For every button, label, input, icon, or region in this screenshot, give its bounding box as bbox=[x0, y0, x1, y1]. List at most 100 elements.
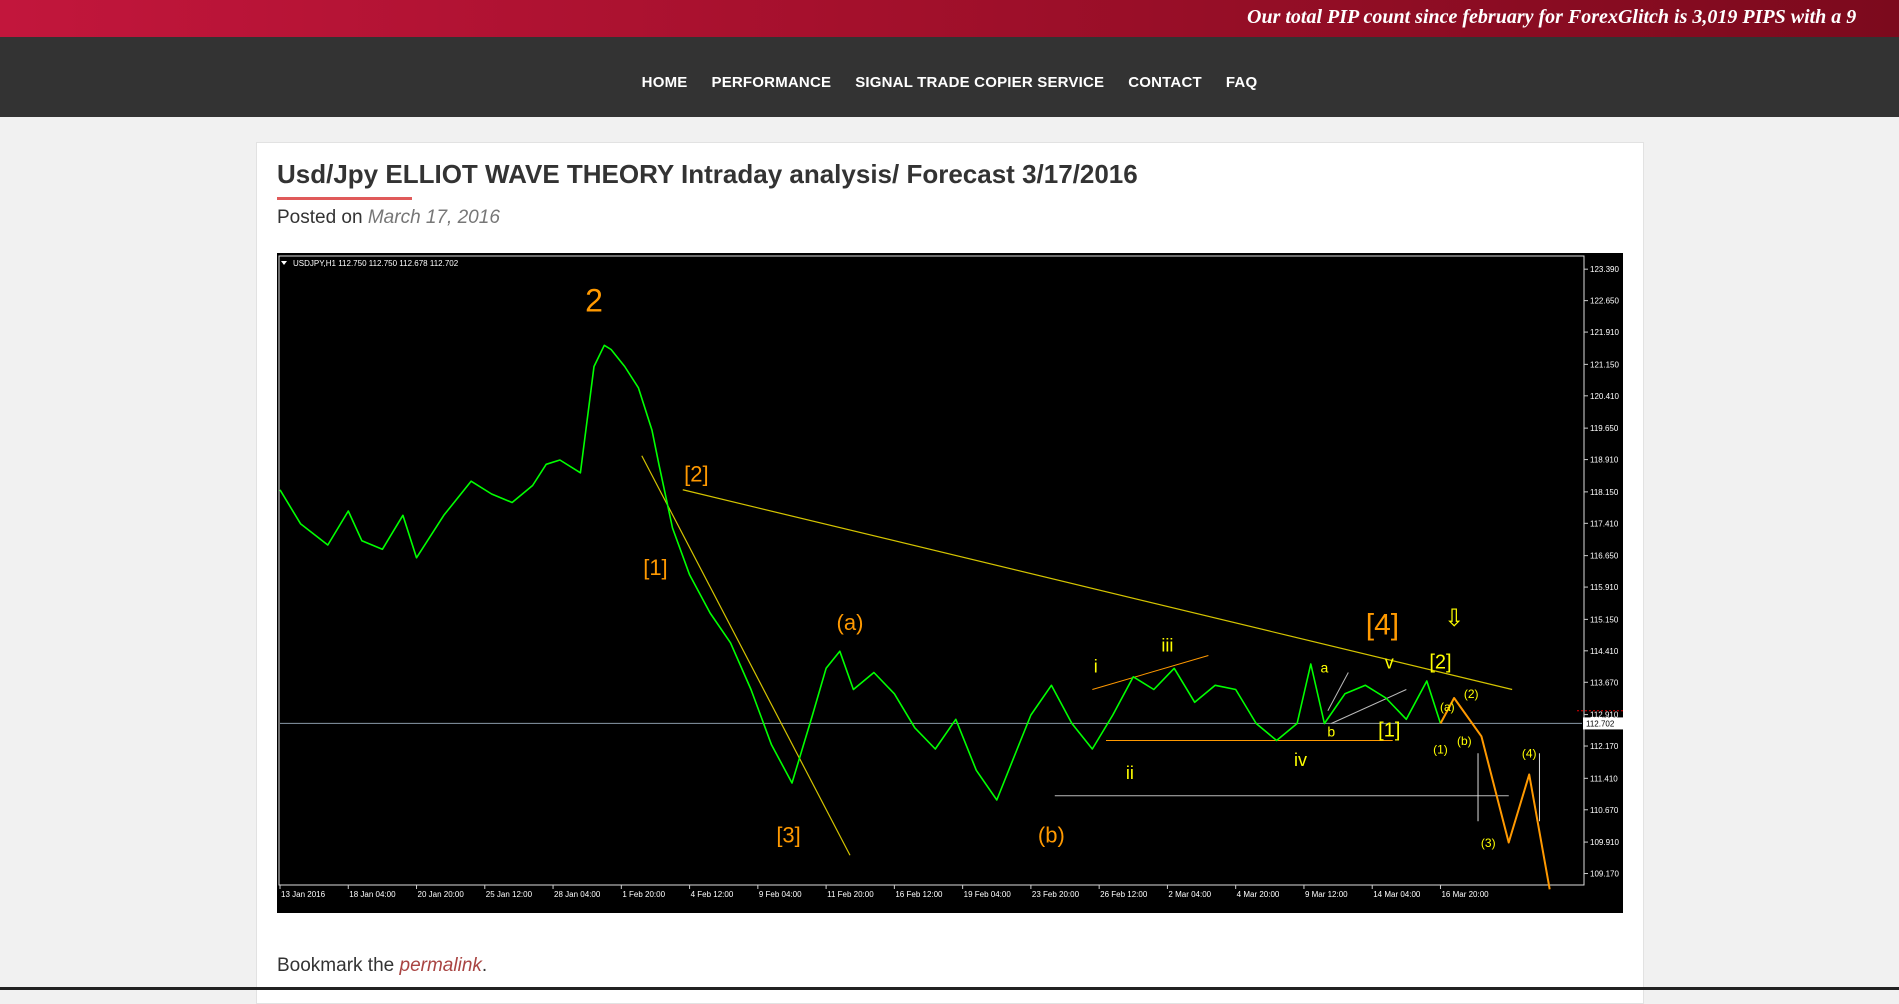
posted-on-label: Posted on bbox=[277, 207, 363, 228]
y-tick-label: 113.670 bbox=[1590, 678, 1619, 687]
y-tick-label: 119.650 bbox=[1590, 424, 1619, 433]
y-tick-label: 112.170 bbox=[1590, 742, 1619, 751]
projection-path bbox=[1439, 697, 1551, 890]
x-tick-label: 18 Jan 04:00 bbox=[349, 890, 396, 899]
forex-chart: USDJPY,H1 112.750 112.750 112.678 112.70… bbox=[277, 253, 1623, 913]
wave-label: (a) bbox=[837, 610, 864, 635]
x-tick-label: 9 Feb 04:00 bbox=[759, 890, 802, 899]
nav-performance[interactable]: PERFORMANCE bbox=[711, 74, 832, 91]
wave-label: 2 bbox=[585, 282, 603, 318]
y-tick-label: 122.650 bbox=[1590, 297, 1619, 306]
y-tick-label: 115.150 bbox=[1590, 615, 1619, 624]
chart-background bbox=[277, 253, 1623, 913]
post-meta: Posted on March 17, 2016 bbox=[277, 207, 500, 229]
last-price-label: 112.702 bbox=[1586, 719, 1615, 728]
x-tick-label: 16 Mar 20:00 bbox=[1441, 890, 1489, 899]
bookmark-suffix: . bbox=[481, 955, 488, 976]
wave-label: [1] bbox=[643, 555, 667, 580]
wave-label: [4] bbox=[1366, 608, 1399, 641]
main-navigation: HOME PERFORMANCE SIGNAL TRADE COPIER SER… bbox=[0, 37, 1899, 117]
chart-series bbox=[279, 344, 1551, 890]
wave-label: [1] bbox=[1378, 719, 1400, 741]
bookmark-prefix: Bookmark the bbox=[277, 955, 395, 976]
chart-drawings: 112.702 bbox=[280, 455, 1623, 856]
wave-label: (3) bbox=[1481, 836, 1496, 850]
nav-menu: HOME PERFORMANCE SIGNAL TRADE COPIER SER… bbox=[0, 37, 1899, 117]
post-article: Usd/Jpy ELLIOT WAVE THEORY Intraday anal… bbox=[256, 142, 1644, 1004]
wave-label: v bbox=[1385, 652, 1394, 672]
y-tick-label: 123.390 bbox=[1590, 265, 1619, 274]
post-date-link[interactable]: March 17, 2016 bbox=[367, 207, 500, 228]
x-tick-label: 9 Mar 12:00 bbox=[1305, 890, 1348, 899]
x-tick-label: 20 Jan 20:00 bbox=[418, 890, 465, 899]
announcement-ticker: Our total PIP count since february for F… bbox=[0, 0, 1899, 37]
wave-label: (4) bbox=[1522, 747, 1537, 761]
nav-contact[interactable]: CONTACT bbox=[1128, 74, 1202, 91]
wave-b-line bbox=[1331, 689, 1407, 724]
x-tick-label: 4 Mar 20:00 bbox=[1237, 890, 1280, 899]
wave-label: (b) bbox=[1038, 823, 1065, 848]
x-tick-label: 16 Feb 12:00 bbox=[895, 890, 943, 899]
x-tick-label: 14 Mar 04:00 bbox=[1373, 890, 1421, 899]
y-tick-label: 111.410 bbox=[1590, 774, 1618, 783]
plot-frame bbox=[278, 255, 1585, 886]
wave-label: (2) bbox=[1464, 687, 1479, 701]
x-tick-label: 23 Feb 20:00 bbox=[1032, 890, 1080, 899]
wave-labels: 2[2][1][3](a)(b)iiiiiiivvab[4][2][1](a)(… bbox=[585, 282, 1536, 850]
bookmark-line: Bookmark the permalink. bbox=[277, 955, 487, 977]
y-tick-label: 118.150 bbox=[1590, 488, 1619, 497]
y-tick-label: 117.410 bbox=[1590, 519, 1619, 528]
wave-label: [2] bbox=[684, 461, 708, 486]
wave-label: iii bbox=[1161, 635, 1173, 655]
forex-chart-image: USDJPY,H1 112.750 112.750 112.678 112.70… bbox=[277, 253, 1623, 913]
chart-symbol-header: USDJPY,H1 112.750 112.750 112.678 112.70… bbox=[293, 259, 459, 268]
wave-label: ii bbox=[1126, 763, 1134, 783]
y-tick-label: 121.150 bbox=[1590, 360, 1619, 369]
bottom-border bbox=[0, 987, 1899, 990]
x-tick-label: 2 Mar 04:00 bbox=[1168, 890, 1211, 899]
y-tick-label: 115.910 bbox=[1590, 583, 1619, 592]
x-tick-label: 26 Feb 12:00 bbox=[1100, 890, 1148, 899]
title-underline bbox=[277, 197, 412, 200]
last-price-box bbox=[1583, 717, 1623, 730]
x-tick-label: 28 Jan 04:00 bbox=[554, 890, 601, 899]
y-tick-label: 109.910 bbox=[1590, 838, 1619, 847]
y-tick-label: 110.670 bbox=[1590, 806, 1619, 815]
ticker-text: Our total PIP count since february for F… bbox=[1247, 6, 1857, 28]
wave-label: (1) bbox=[1433, 742, 1448, 756]
wave-label: (b) bbox=[1457, 734, 1472, 748]
x-tick-label: 19 Feb 04:00 bbox=[964, 890, 1012, 899]
time-axis: 13 Jan 2016 18 Jan 04:00 20 Jan 20:00 25 Ja… bbox=[279, 885, 1489, 899]
nav-faq[interactable]: FAQ bbox=[1225, 74, 1258, 91]
nav-signal-trade-copier-service[interactable]: SIGNAL TRADE COPIER SERVICE bbox=[855, 74, 1105, 91]
x-tick-label: 4 Feb 12:00 bbox=[691, 890, 734, 899]
wave-label: [2] bbox=[1429, 651, 1451, 673]
upper-trendline bbox=[682, 489, 1513, 691]
permalink-link[interactable]: permalink bbox=[399, 955, 482, 976]
wave-a-line bbox=[1327, 672, 1349, 711]
post-title[interactable]: Usd/Jpy ELLIOT WAVE THEORY Intraday anal… bbox=[277, 159, 1138, 189]
nav-home[interactable]: HOME bbox=[641, 74, 688, 91]
wave-label: ⇩ bbox=[1444, 605, 1464, 632]
price-axis: 123.390 122.650 121.910 121.150 120.410 119.6… bbox=[1584, 265, 1619, 879]
y-tick-label: 109.170 bbox=[1590, 870, 1619, 879]
wave-label: [3] bbox=[776, 823, 800, 848]
wave-i-iii-line bbox=[1092, 655, 1209, 690]
wave-label: a bbox=[1321, 660, 1329, 676]
y-tick-label: 118.910 bbox=[1590, 456, 1619, 465]
wave-label: b bbox=[1327, 723, 1335, 739]
y-tick-label: 114.410 bbox=[1590, 647, 1619, 656]
x-tick-label: 25 Jan 12:00 bbox=[486, 890, 533, 899]
usdjpy-price-line bbox=[279, 344, 1442, 801]
x-tick-label: 11 Feb 20:00 bbox=[827, 890, 874, 899]
impulse-trendline bbox=[641, 455, 851, 856]
x-tick-label: 13 Jan 2016 bbox=[281, 890, 326, 899]
y-tick-label: 121.910 bbox=[1590, 328, 1619, 337]
wave-label: iv bbox=[1294, 750, 1307, 770]
y-tick-label: 112.910 bbox=[1590, 711, 1619, 720]
wave-label: i bbox=[1094, 657, 1098, 677]
x-tick-label: 1 Feb 20:00 bbox=[622, 890, 665, 899]
y-tick-label: 116.650 bbox=[1590, 552, 1619, 561]
chart-header-arrow-icon bbox=[281, 261, 287, 265]
y-tick-label: 120.410 bbox=[1590, 392, 1619, 401]
